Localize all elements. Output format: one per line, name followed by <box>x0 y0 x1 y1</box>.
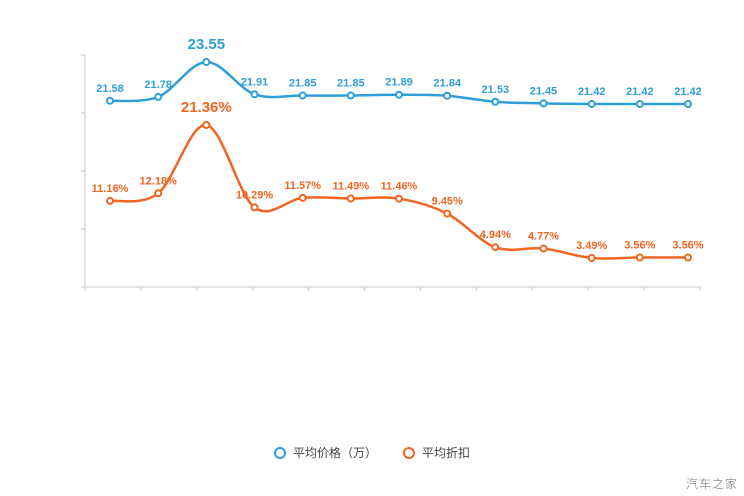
data-point-label: 21.85 <box>337 78 365 90</box>
data-point-marker[interactable] <box>443 91 452 100</box>
data-point-marker[interactable] <box>635 253 644 262</box>
data-point-marker[interactable] <box>539 99 548 108</box>
data-point-marker[interactable] <box>539 244 548 253</box>
legend-label-discount: 平均折扣 <box>422 446 471 460</box>
data-point-marker[interactable] <box>395 194 403 203</box>
data-point-label: 21.84 <box>433 78 461 90</box>
data-point-marker[interactable] <box>443 209 452 218</box>
data-point-marker[interactable] <box>684 100 692 108</box>
data-point-label: 3.49% <box>576 240 607 252</box>
data-point-label: 21.58 <box>96 83 124 95</box>
data-point-label: 11.46% <box>381 181 418 193</box>
data-point-label: 4.77% <box>528 231 559 243</box>
data-point-marker[interactable] <box>491 97 500 106</box>
data-point-label: 21.85 <box>289 78 317 90</box>
data-point-label: 21.36% <box>181 99 232 116</box>
line-chart: 21.58 21.78 23.55 21.91 21.85 21.85 21.89 21.84… <box>81 36 704 291</box>
data-point-label: 3.56% <box>624 240 655 252</box>
data-point-label: 21.42 <box>674 86 702 98</box>
data-point-marker[interactable] <box>250 90 259 99</box>
data-point-marker[interactable] <box>154 189 163 198</box>
data-point-marker[interactable] <box>250 203 259 212</box>
data-point-marker[interactable] <box>587 100 596 108</box>
data-point-label: 10.29% <box>236 189 274 201</box>
data-point-label: 21.89 <box>385 77 413 89</box>
data-point-label: 12.18% <box>140 175 178 187</box>
data-point-label: 21.42 <box>626 86 654 98</box>
data-point-marker[interactable] <box>346 194 355 203</box>
data-point-marker[interactable] <box>106 96 114 105</box>
data-point-marker[interactable] <box>395 90 403 99</box>
data-point-label: 21.78 <box>144 79 172 91</box>
data-point-marker[interactable] <box>298 193 307 202</box>
data-point-label: 21.42 <box>578 86 606 98</box>
data-point-label: 9.45% <box>432 196 463 208</box>
legend-dot-icon <box>273 446 286 459</box>
legend-item-discount[interactable]: 平均折扣 <box>403 444 470 461</box>
data-point-label: 3.56% <box>672 240 703 252</box>
legend-label-price: 平均价格（万） <box>292 446 377 460</box>
data-point-marker[interactable] <box>587 254 596 262</box>
legend-dot-icon <box>403 446 415 459</box>
data-point-marker[interactable] <box>106 196 114 205</box>
data-point-label: 11.57% <box>284 180 321 192</box>
data-point-label: 11.49% <box>332 181 369 193</box>
data-point-marker[interactable] <box>491 243 500 252</box>
data-point-marker[interactable] <box>346 91 355 100</box>
legend-item-price[interactable]: 平均价格（万） <box>273 444 377 461</box>
data-point-label: 23.55 <box>188 36 226 53</box>
data-point-marker[interactable] <box>684 253 692 262</box>
chart-legend: 平均价格（万） 平均折扣 <box>0 444 744 461</box>
data-point-label: 21.53 <box>482 84 510 96</box>
data-point-label: 11.16% <box>92 183 129 195</box>
data-point-marker[interactable] <box>298 91 307 100</box>
data-point-marker[interactable] <box>154 92 163 101</box>
data-point-label: 21.45 <box>530 85 558 97</box>
data-point-marker[interactable] <box>202 121 211 129</box>
data-point-label: 4.94% <box>480 229 511 241</box>
data-point-marker[interactable] <box>202 58 211 66</box>
data-point-label: 21.91 <box>241 76 269 88</box>
watermark: 汽车之家 <box>685 477 738 491</box>
data-point-marker[interactable] <box>635 100 644 108</box>
